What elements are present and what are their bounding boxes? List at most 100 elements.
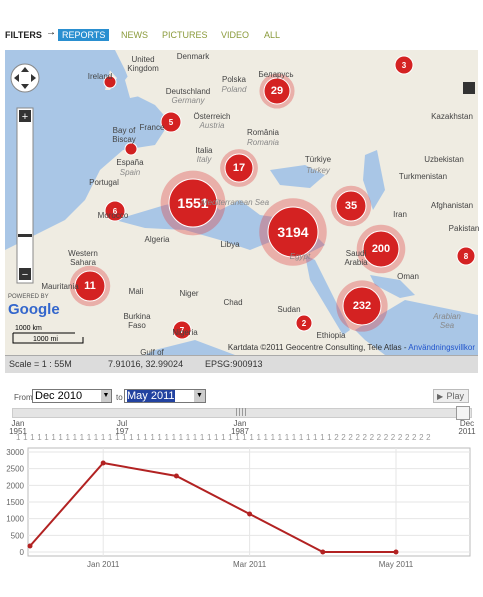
timeline-label: Jan 1987 (231, 419, 249, 436)
map-label: Western Sahara (68, 249, 98, 267)
map-label: Niger (179, 289, 199, 298)
map-label: Oman (397, 272, 419, 281)
cluster-count: 5 (169, 118, 174, 127)
map-label: Portugal (89, 178, 119, 187)
map-label: Saudi Arabia (344, 249, 368, 267)
map-label: Uzbekistan (424, 155, 464, 164)
map-label: Mauritania (41, 282, 79, 291)
map-label: Italy (196, 155, 212, 164)
map-label: Nigeria (172, 328, 198, 337)
map-label: Afghanistan (430, 201, 474, 210)
from-select[interactable]: Dec 2010 (32, 389, 112, 403)
chart: 0 500 1000 1500 2000 2500 3000 Jan 2011 Mar 2011… (6, 447, 471, 569)
map-label: España (116, 158, 144, 167)
timeline-label: Jul 197 (115, 419, 129, 436)
terms-link[interactable]: Användningsvillkor (408, 343, 475, 352)
to-arrow[interactable]: ▼ (194, 390, 205, 402)
timeline-label: Jan 1951 (9, 419, 27, 436)
cluster-count: 232 (353, 300, 371, 312)
to-select[interactable]: May 2011 (124, 389, 206, 403)
map-label: Türkiye (304, 155, 332, 164)
status-coords: 7.91016, 32.99024 (108, 359, 184, 369)
map-label: Turkey (306, 166, 330, 175)
cluster-count: 200 (372, 243, 390, 255)
cluster (74, 270, 106, 302)
map-label: Turkmenistan (398, 172, 448, 181)
filters-label: FILTERS (5, 30, 42, 40)
map-label: Ethiopia (316, 331, 346, 340)
map-label: Mediterranean Sea (200, 198, 270, 207)
cluster-count: 17 (233, 162, 245, 174)
cluster-count: 2 (302, 319, 307, 328)
cluster-count: 7 (180, 326, 185, 335)
zoom-in[interactable] (19, 110, 31, 122)
map-label: Germany (171, 96, 205, 105)
x-tick-label: May 2011 (379, 560, 414, 569)
slider-grip (236, 408, 248, 416)
map-label: United Kingdom (127, 55, 159, 73)
filter-tab[interactable]: VIDEO (221, 30, 250, 40)
powered-by: POWERED BY (8, 294, 49, 300)
layers[interactable] (463, 82, 475, 94)
map-label: Gulf of (140, 348, 164, 357)
point (27, 543, 33, 549)
filter-tab[interactable]: PICTURES (162, 30, 208, 40)
to-label: to (116, 393, 123, 402)
cluster (342, 286, 382, 326)
to-value: May 2011 (127, 390, 175, 402)
y-tick-label: 0 (20, 548, 25, 557)
map-label: Österreich (193, 112, 231, 121)
map-label: Spain (119, 168, 141, 177)
cluster-dot (103, 75, 117, 89)
cluster (362, 230, 400, 268)
y-tick-label: 1000 (6, 515, 24, 524)
cluster (160, 111, 182, 133)
attribution: Kartdata ©2011 Geocentre Consulting, Tel… (228, 343, 475, 352)
filter-tab[interactable]: REPORTS (58, 29, 110, 41)
cluster (263, 77, 291, 105)
cluster-count: 1551 (177, 195, 208, 211)
cluster (172, 320, 192, 340)
cluster-count: 8 (464, 252, 469, 261)
google-logo: Google (8, 301, 60, 318)
map-label: Egypt (289, 252, 311, 261)
point (173, 473, 179, 479)
pan-control[interactable] (10, 63, 40, 93)
from-arrow[interactable]: ▼ (101, 390, 111, 402)
play-label: Play (446, 391, 464, 401)
svg-text:+: + (22, 111, 28, 123)
zoom-slider[interactable] (16, 107, 34, 284)
cluster (104, 200, 126, 222)
map[interactable]: + − 3 29 5 17 1551 6 3194 35 200 8 11 2 232 7 POWERED … (5, 50, 478, 355)
from-label: From (14, 393, 33, 402)
zoom-out[interactable] (19, 268, 31, 280)
map-label: Italia (195, 146, 213, 155)
point (247, 511, 253, 517)
y-tick-label: 2000 (6, 481, 24, 490)
cluster-count: 3194 (277, 224, 308, 240)
timeline-digits: 1 1 1 1 1 1 1 1 1 1 1 1 1 1 1 1 1 1 1 1 … (16, 433, 431, 442)
status-epsg: EPSG:900913 (205, 359, 263, 369)
y-tick-label: 1500 (6, 498, 24, 507)
y-tick-label: 500 (11, 531, 25, 540)
play-button[interactable]: ▶ Play (433, 389, 469, 403)
map-label: Algeria (144, 235, 170, 244)
cluster (267, 206, 319, 258)
map-label: Bay of Biscay (112, 126, 136, 144)
status-scale: Scale = 1 : 55M (9, 359, 72, 369)
point (320, 549, 326, 555)
filter-tab[interactable]: NEWS (121, 30, 148, 40)
svg-text:−: − (22, 269, 28, 281)
scale-mi: 1000 mi (33, 336, 58, 343)
cluster (295, 314, 313, 332)
arrow: → (46, 27, 56, 38)
filter-tab[interactable]: ALL (264, 30, 281, 40)
map-label: Ireland (87, 72, 113, 81)
status-bar (5, 355, 478, 373)
cluster (394, 55, 414, 75)
line (29, 461, 396, 553)
cluster-count: 11 (84, 280, 96, 292)
slider-handle[interactable] (456, 406, 470, 420)
map-label: Pakistan (448, 224, 480, 233)
